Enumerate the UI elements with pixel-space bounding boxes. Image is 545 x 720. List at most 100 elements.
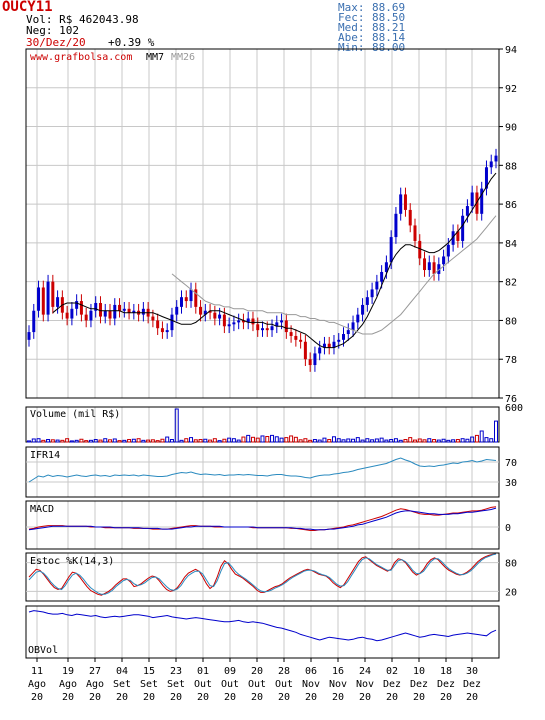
volume-bar [184,438,189,443]
x-label-month: Nov [329,679,347,690]
stoch-title: Estoc %K(14,3) [30,556,114,567]
candle-body [480,188,484,214]
candle-body [475,192,479,214]
volume-bar [65,438,70,443]
candle-body [327,343,331,348]
legend-mm26: MM26 [171,52,195,63]
volume-bar [455,439,460,443]
candle-body [32,310,36,333]
stat-open-label: Abe: [338,31,365,44]
volume-bar [389,439,394,443]
volume-bar [69,440,74,443]
candle-body [389,237,393,263]
macd-series-line [28,507,497,531]
x-label-day: 15 [143,666,155,677]
volume-bar [355,437,360,443]
volume-bar [136,438,141,443]
candle-body [289,332,293,336]
price-ytick-label: 78 [505,355,517,366]
x-label-month: Dez [383,679,401,690]
volume-bar [303,438,308,443]
trades-label: Neg: 102 [26,24,79,37]
volume-bar [365,438,370,443]
x-label-month: Ago [86,679,104,690]
candle-body [65,312,69,319]
candle-body [179,297,183,307]
volume-bar [398,439,403,443]
stoch-frame [25,552,500,602]
candle-body [489,161,493,168]
volume-bar [465,438,470,443]
candle-body [222,314,226,327]
ifr-panel: 30 70 IFR14 [25,446,517,498]
volume-bar [432,439,437,443]
volume-bar [274,436,279,443]
candle-body [84,314,88,321]
x-label-day: 30 [466,666,478,677]
stat-max-label: Max: [338,1,365,14]
legend-mm7: MM7 [146,52,164,63]
volume-bar [131,438,136,443]
x-label-day: 20 [251,666,263,677]
candle-body [156,320,160,329]
candle-body [98,302,102,317]
candle-body [413,225,417,241]
stat-min-label: Min: [338,41,365,54]
x-label-day: 11 [31,666,43,677]
candle-body [241,320,245,323]
macd-frame [25,500,500,550]
candle-body [232,322,236,325]
volume-bar [55,439,60,443]
x-label-year: 20 [224,692,236,703]
x-label-day: 19 [62,666,74,677]
x-label-month: Ago [28,679,46,690]
volume-bar [489,438,494,443]
volume-bar [255,437,260,443]
volume-bar [112,438,117,443]
price-panel: 76 78 80 82 84 86 88 90 92 94 www.grafbolsa.com MM7… [25,45,517,405]
x-label-month: Dez [437,679,455,690]
candle-body [265,328,269,331]
volume-bar [331,436,336,443]
volume-bar [422,439,427,443]
volume-bar [198,439,203,443]
candle-body [418,240,422,259]
candle-body [446,244,450,257]
change-label: +0.39 % [108,36,155,49]
x-label-year: 20 [31,692,43,703]
x-label-month: Set [113,679,131,690]
mm7-line [52,172,497,349]
volume-bar [370,439,375,443]
x-label-year: 20 [197,692,209,703]
x-label-month: Out [248,679,266,690]
x-label-day: 23 [170,666,182,677]
price-frame-top [25,48,500,399]
volume-bar [341,439,346,443]
x-label-year: 20 [386,692,398,703]
candle-body [246,318,250,323]
volume-panel: 600 Volume (mil R$) [25,403,523,443]
volume-bar [246,434,251,443]
candle-body [299,339,303,342]
x-label-day: 18 [440,666,452,677]
volume-bar [212,438,217,443]
candle-body [270,326,274,331]
candle-body [199,306,203,315]
candle-body [332,341,336,348]
stat-avg-value: 88.21 [372,21,406,34]
volume-bar [141,439,146,443]
volume-bar [298,439,303,443]
x-label-day: 04 [116,666,128,677]
candle-body [275,322,279,327]
volume-bar [88,439,93,443]
price-ytick-label: 92 [505,84,517,95]
candle-body [27,332,31,340]
volume-bar [484,437,489,443]
volume-bar [98,439,103,443]
stat-max-value: 88.69 [372,1,406,14]
candle-body [46,281,50,315]
volume-bar [146,439,151,443]
candle-body [94,302,98,311]
candle-body [451,231,455,245]
volume-bar [179,439,184,443]
